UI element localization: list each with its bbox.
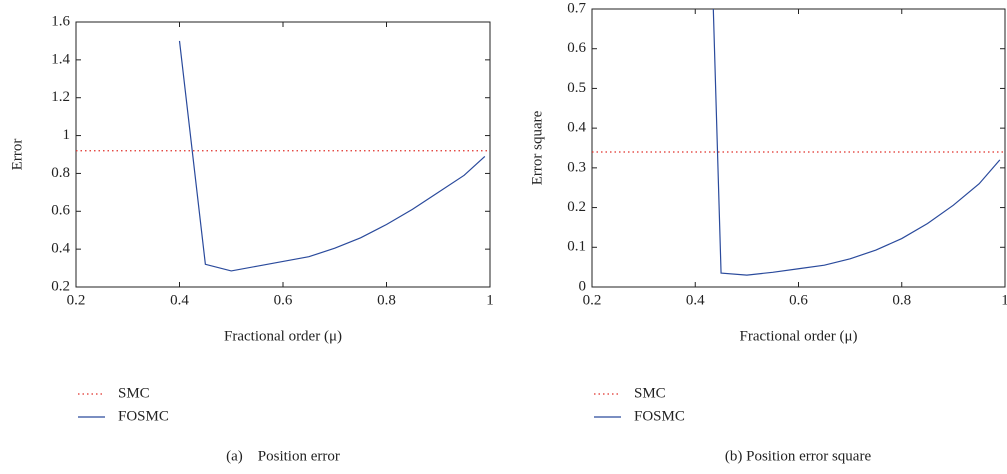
y-tick-label: 1: [63, 127, 71, 143]
y-tick-label: 0.2: [51, 278, 70, 294]
legend-label: SMC: [118, 385, 150, 401]
x-tick-label: 0.6: [789, 292, 808, 308]
legend-label: FOSMC: [118, 408, 169, 424]
y-axis-label: Error: [9, 139, 25, 171]
y-tick-label: 1.4: [51, 51, 70, 67]
x-tick-label: 0.6: [274, 292, 293, 308]
x-tick-label: 1: [486, 292, 494, 308]
x-axis-label: Fractional order (μ): [740, 328, 858, 344]
caption: (b) Position error square: [725, 448, 872, 464]
caption: (a) Position error: [226, 448, 340, 464]
y-tick-label: 1.2: [51, 89, 70, 105]
legend-label: SMC: [634, 385, 666, 401]
y-tick-label: 0.2: [567, 199, 586, 215]
plot-area: [592, 9, 1005, 276]
y-tick-label: 0.5: [567, 80, 586, 96]
y-tick-label: 0.7: [567, 0, 586, 16]
series-line: [178, 40, 486, 272]
y-tick-label: 0.8: [51, 165, 70, 181]
x-tick-label: 0.2: [583, 292, 602, 308]
y-tick-label: 0.6: [567, 40, 586, 56]
y-tick-label: 0: [579, 278, 587, 294]
x-tick-label: 1: [1001, 292, 1007, 308]
y-tick-label: 1.6: [51, 13, 70, 29]
plot-area: [76, 40, 490, 272]
x-tick-label: 0.4: [686, 292, 705, 308]
x-tick-label: 0.8: [377, 292, 396, 308]
y-tick-label: 0.4: [51, 241, 70, 257]
y-tick-label: 0.6: [51, 203, 70, 219]
y-axis-label: Error square: [529, 110, 545, 185]
legend-label: FOSMC: [634, 408, 685, 424]
x-tick-label: 0.2: [67, 292, 86, 308]
y-tick-label: 0.1: [567, 239, 586, 255]
series-line: [712, 9, 1001, 276]
axes-box: [75, 21, 491, 288]
axes-box: [591, 8, 1006, 288]
y-tick-label: 0.3: [567, 159, 586, 175]
x-axis-label: Fractional order (μ): [224, 328, 342, 344]
y-tick-label: 0.4: [567, 120, 586, 136]
x-tick-label: 0.8: [892, 292, 911, 308]
x-tick-label: 0.4: [170, 292, 189, 308]
